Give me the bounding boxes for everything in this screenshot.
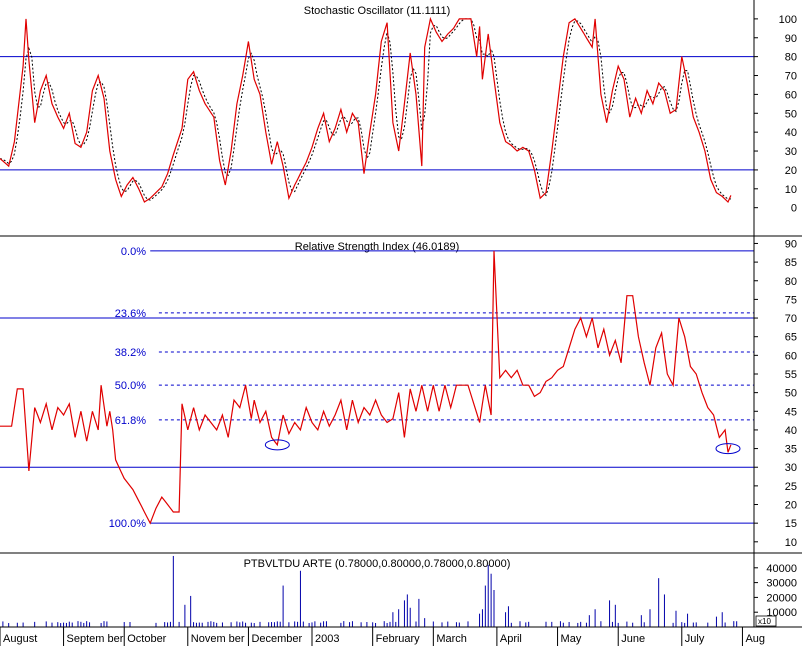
y-tick-label: 45 [785, 406, 797, 418]
y-tick-label: 25 [785, 481, 797, 493]
x-axis: August Septem ber October Novem ber December… [0, 627, 765, 646]
unit-label: x10 [758, 617, 771, 626]
month-label: April [500, 633, 522, 645]
month-label: 2003 [315, 633, 339, 645]
fib-level-label: 100.0% [109, 518, 147, 530]
y-tick-label: 20000 [766, 592, 797, 604]
month-label: August [3, 633, 37, 645]
y-tick-label: 80 [785, 52, 797, 64]
y-tick-label: 15 [785, 518, 797, 530]
y-tick-label: 60 [785, 350, 797, 362]
volume-panel: PTBVLTDU ARTE (0.78000,0.80000,0.78000,0… [2, 555, 797, 627]
month-label: Novem ber [191, 633, 245, 645]
chart-frame [0, 0, 802, 628]
y-tick-label: 50 [785, 108, 797, 120]
rsi-panel: Relative Strength Index (46.0189) 0.0% 23… [0, 238, 797, 549]
month-label: July [685, 633, 705, 645]
y-tick-label: 10 [785, 184, 797, 196]
fib-level-label: 38.2% [115, 347, 146, 359]
y-tick-label: 70 [785, 313, 797, 325]
y-tick-label: 10 [785, 537, 797, 549]
y-tick-label: 80 [785, 276, 797, 288]
y-tick-label: 50 [785, 388, 797, 400]
month-label: Aug [745, 633, 765, 645]
month-label: March [436, 633, 467, 645]
month-label: May [561, 633, 582, 645]
month-label: February [376, 633, 421, 645]
stochastic-title: Stochastic Oscillator (11.1111) [304, 5, 451, 17]
y-tick-label: 55 [785, 369, 797, 381]
annotation-ellipse [715, 443, 741, 455]
y-tick-label: 20 [785, 165, 797, 177]
y-tick-label: 65 [785, 332, 797, 344]
y-tick-label: 40 [785, 127, 797, 139]
rsi-line [0, 250, 732, 525]
month-label: June [621, 633, 645, 645]
fib-level-label: 0.0% [121, 246, 146, 258]
rsi-title: Relative Strength Index (46.0189) [295, 241, 460, 253]
y-tick-label: 20 [785, 500, 797, 512]
y-tick-label: 30 [785, 462, 797, 474]
annotation-ellipse [264, 439, 290, 451]
y-tick-label: 90 [785, 33, 797, 45]
y-tick-label: 30000 [766, 578, 797, 590]
y-tick-label: 90 [785, 238, 797, 250]
month-label: December [251, 633, 302, 645]
signal-line [0, 18, 731, 201]
unit-box [755, 615, 777, 627]
y-tick-label: 40 [785, 425, 797, 437]
month-label: October [127, 633, 166, 645]
fib-level-label: 61.8% [115, 415, 146, 427]
y-tick-label: 60 [785, 89, 797, 101]
stochastic-panel: Stochastic Oscillator (11.1111) 0 10 20 30 4… [0, 5, 797, 215]
month-label: Septem ber [67, 633, 124, 645]
y-tick-label: 85 [785, 257, 797, 269]
fib-level-label: 23.6% [115, 308, 146, 320]
stochastic-line [0, 16, 732, 204]
volume-title: PTBVLTDU ARTE (0.78000,0.80000,0.78000,0… [244, 558, 511, 570]
y-tick-label: 0 [791, 203, 797, 215]
y-tick-label: 30 [785, 146, 797, 158]
y-tick-label: 40000 [766, 563, 797, 575]
y-tick-label: 35 [785, 444, 797, 456]
fib-level-label: 50.0% [115, 380, 146, 392]
y-tick-label: 75 [785, 294, 797, 306]
y-tick-label: 70 [785, 71, 797, 83]
y-tick-label: 100 [779, 14, 797, 26]
